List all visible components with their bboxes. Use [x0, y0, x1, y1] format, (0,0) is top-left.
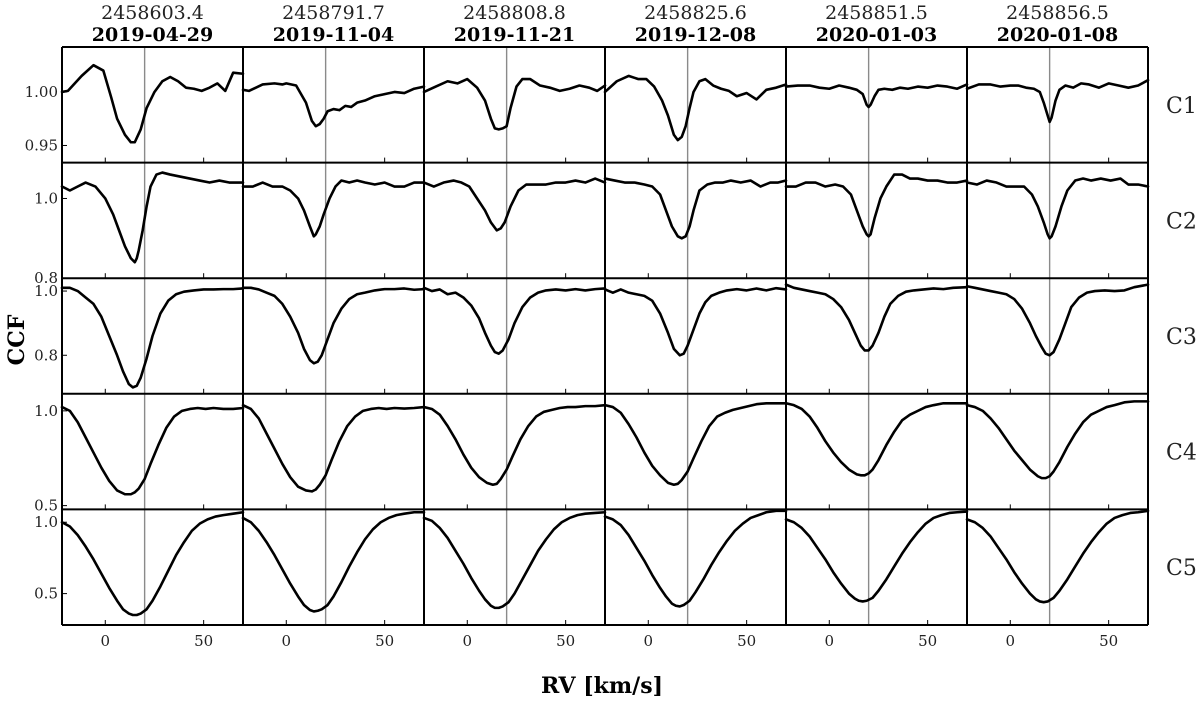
ccf-curve — [603, 509, 788, 608]
ccf-curve — [60, 63, 245, 144]
column-jd-label: 2458603.4 — [101, 2, 204, 24]
y-tick-label: 1.0 — [34, 513, 58, 531]
ccf-curve — [60, 510, 245, 617]
ccf-curve — [422, 286, 607, 355]
column-jd-label: 2458856.5 — [1006, 2, 1109, 24]
row-label: C5 — [1166, 556, 1197, 581]
x-axis-label: RV [km/s] — [541, 673, 663, 699]
ccf-curve — [965, 400, 1150, 480]
ccf-curve — [784, 173, 969, 238]
ccf-curve — [603, 177, 788, 240]
y-tick-label: 0.5 — [34, 497, 58, 515]
column-jd-label: 2458791.7 — [282, 2, 385, 24]
y-tick-label: 1.0 — [34, 282, 58, 300]
ccf-curve — [603, 401, 788, 487]
y-tick-label: 1.00 — [25, 83, 58, 101]
x-tick-label: 0 — [101, 632, 111, 650]
column-date-label: 2020-01-08 — [997, 24, 1119, 46]
ccf-curve — [241, 286, 426, 365]
column-jd-label: 2458825.6 — [644, 2, 747, 24]
ccf-curve — [965, 177, 1150, 240]
ccf-curve — [60, 286, 245, 389]
column-date-label: 2019-11-21 — [454, 24, 576, 46]
column-jd-label: 2458808.8 — [463, 2, 566, 24]
ccf-curve — [422, 77, 607, 131]
y-tick-label: 1.0 — [34, 402, 58, 420]
x-tick-label: 50 — [375, 632, 394, 650]
ccf-curve — [603, 286, 788, 357]
y-tick-label: 1.0 — [34, 189, 58, 207]
ccf-curve — [241, 510, 426, 613]
y-tick-label: 0.5 — [34, 585, 58, 603]
column-jd-label: 2458851.5 — [825, 2, 928, 24]
column-date-label: 2019-11-04 — [273, 24, 395, 46]
ccf-curve — [422, 403, 607, 487]
ccf-curve — [784, 401, 969, 477]
row-label: C1 — [1166, 94, 1197, 119]
x-tick-label: 50 — [194, 632, 213, 650]
column-date-label: 2019-04-29 — [92, 24, 214, 46]
y-tick-label: 0.8 — [34, 346, 58, 364]
ccf-curve — [784, 83, 969, 109]
y-tick-label: 0.8 — [34, 269, 58, 287]
x-tick-label: 0 — [644, 632, 654, 650]
ccf-curve — [965, 509, 1150, 604]
row-label: C2 — [1166, 209, 1197, 234]
y-tick-label: 0.95 — [25, 136, 58, 154]
x-tick-label: 50 — [737, 632, 756, 650]
row-label: C4 — [1166, 441, 1197, 466]
ccf-curve — [784, 283, 969, 352]
ccf-curve — [422, 177, 607, 232]
ccf-curve — [241, 179, 426, 238]
ccf-curve — [241, 403, 426, 493]
x-tick-label: 50 — [1099, 632, 1118, 650]
ccf-curve — [60, 405, 245, 496]
ccf-curve — [422, 510, 607, 610]
ccf-curve — [965, 283, 1150, 357]
ccf-curve — [60, 171, 245, 264]
x-tick-label: 0 — [282, 632, 292, 650]
column-date-label: 2020-01-03 — [816, 24, 938, 46]
x-tick-label: 0 — [825, 632, 835, 650]
column-date-label: 2019-12-08 — [635, 24, 757, 46]
x-tick-label: 0 — [1006, 632, 1016, 650]
x-tick-label: 50 — [556, 632, 575, 650]
row-label: C3 — [1166, 325, 1197, 350]
ccf-curve — [965, 78, 1150, 124]
row-labels: C1 C2 C3 C4 C5 — [1166, 94, 1197, 581]
x-tick-label: 50 — [918, 632, 937, 650]
ccf-curve — [241, 82, 426, 128]
x-axis-ticks: 0 50 0 50 0 50 0 50 0 50 0 50 — [101, 632, 1119, 650]
x-tick-label: 0 — [463, 632, 473, 650]
y-axis-label: CCF — [4, 314, 30, 365]
ccf-curve — [603, 74, 788, 142]
panel-grid: 0.951.000.81.00.81.00.51.00.51.0 — [25, 46, 1150, 626]
ccf-curve — [784, 510, 969, 603]
